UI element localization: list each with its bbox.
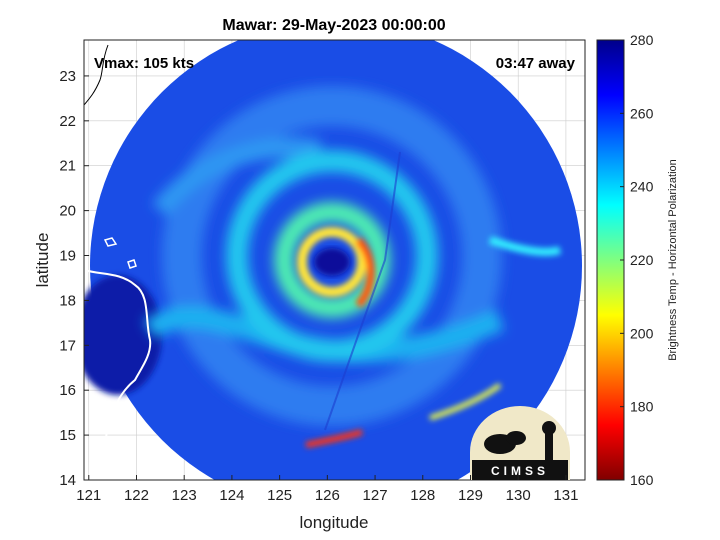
y-tick-label: 21 — [59, 158, 76, 175]
colorbar-tick-label: 160 — [630, 472, 654, 488]
x-tick-label: 122 — [124, 487, 149, 504]
convective-cells-southeast — [429, 382, 502, 421]
cimss-logo: CIMSS — [470, 406, 570, 480]
brightness-temp-field — [84, 40, 582, 480]
plot-area: Vmax: 105 kts 03:47 away CIMSS — [83, 39, 586, 481]
x-tick-label: 121 — [76, 487, 101, 504]
middle-band — [226, 150, 438, 362]
x-axis-label: longitude — [299, 513, 368, 532]
y-tick-label: 22 — [59, 113, 76, 130]
colorbar-gradient — [596, 39, 625, 481]
eye — [314, 248, 350, 276]
vmax-label: Vmax: 105 kts — [94, 55, 194, 72]
colorbar-tick-label: 240 — [630, 179, 654, 195]
y-axis-label: latitude — [33, 233, 52, 288]
y-tick-label: 17 — [59, 337, 76, 354]
plot-frame — [83, 39, 586, 481]
y-tick-label: 23 — [59, 68, 76, 85]
inner-ring — [274, 202, 390, 318]
colorbar-label: Brightness Temp - Horizontal Polarizatio… — [667, 159, 679, 361]
outer-band — [162, 86, 502, 426]
x-tick-label: 127 — [363, 487, 388, 504]
x-tick-label: 125 — [267, 487, 292, 504]
rainband-north — [152, 137, 322, 217]
x-tick-label: 124 — [219, 487, 244, 504]
eyewall — [297, 227, 367, 297]
y-tick-label: 14 — [59, 472, 76, 489]
y-tick-label: 15 — [59, 427, 76, 444]
y-tick-label: 20 — [59, 203, 76, 220]
coastline-luzon — [84, 269, 152, 480]
y-tick-label: 16 — [59, 382, 76, 399]
chart-title: Mawar: 29-May-2023 00:00:00 — [222, 17, 445, 34]
time-away-label: 03:47 away — [496, 55, 576, 72]
x-tick-label: 131 — [553, 487, 578, 504]
convective-cell-south — [305, 429, 363, 448]
x-tick-label: 129 — [458, 487, 483, 504]
colorbar: 160 180 200 220 240 260 280 Brightness Temp - … — [596, 32, 679, 488]
colorbar-tick-label: 180 — [630, 399, 654, 415]
colorbar-tick-label: 200 — [630, 325, 654, 341]
y-axis-ticks: 14 15 16 17 18 19 20 21 22 23 — [59, 68, 89, 489]
x-axis-ticks: 121 122 123 124 125 126 127 128 129 130 131 — [76, 475, 578, 504]
swath-seam — [324, 151, 401, 431]
x-tick-label: 123 — [172, 487, 197, 504]
y-tick-label: 19 — [59, 248, 76, 265]
band-east — [488, 236, 562, 256]
y-tick-label: 18 — [59, 292, 76, 309]
colorbar-tick-label: 280 — [630, 32, 654, 48]
colorbar-tick-label: 260 — [630, 105, 654, 121]
cimss-logo-text: CIMSS — [491, 464, 549, 478]
islands — [103, 237, 137, 269]
x-tick-label: 130 — [506, 487, 531, 504]
x-tick-label: 128 — [410, 487, 435, 504]
colorbar-ticks: 160 180 200 220 240 260 280 — [620, 32, 654, 488]
x-tick-label: 126 — [315, 487, 340, 504]
colorbar-tick-label: 220 — [630, 252, 654, 268]
coastline-taiwan — [84, 44, 109, 106]
eyewall-hot-spot — [354, 237, 375, 308]
